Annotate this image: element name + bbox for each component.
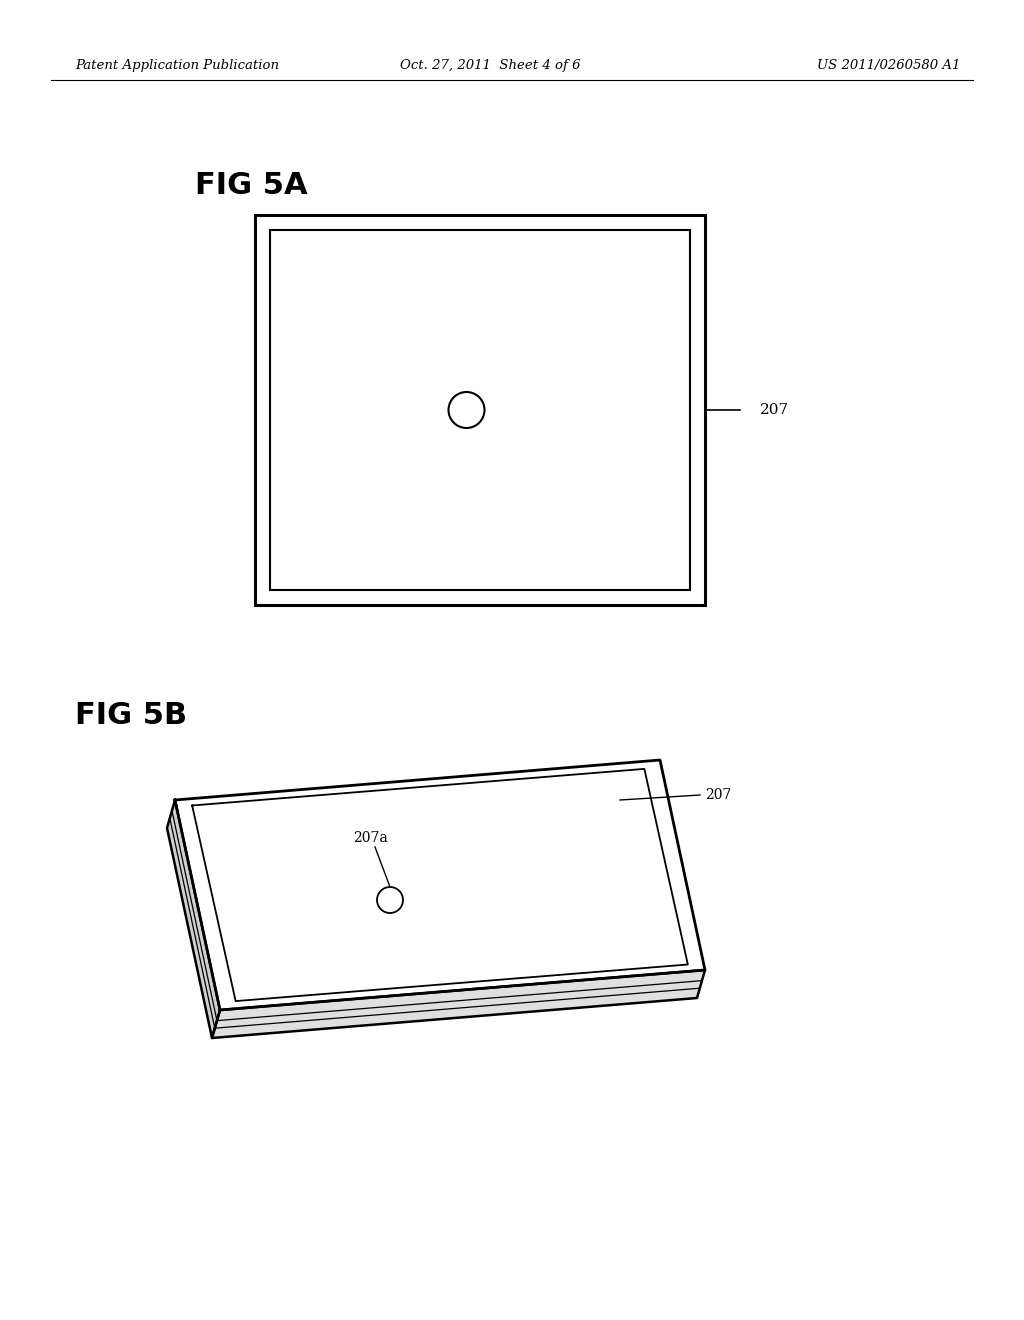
Text: 207a: 207a: [352, 832, 387, 845]
Bar: [270, 230, 690, 590]
Polygon shape: [212, 970, 705, 1038]
Text: Patent Application Publication: Patent Application Publication: [75, 58, 279, 71]
Text: Oct. 27, 2011  Sheet 4 of 6: Oct. 27, 2011 Sheet 4 of 6: [399, 58, 581, 71]
Circle shape: [449, 392, 484, 428]
Text: 207: 207: [760, 403, 790, 417]
Text: 207: 207: [705, 788, 731, 803]
Text: FIG 5A: FIG 5A: [195, 170, 307, 199]
Polygon shape: [167, 800, 220, 1038]
Bar: [255, 215, 705, 605]
Circle shape: [377, 887, 403, 913]
Text: US 2011/0260580 A1: US 2011/0260580 A1: [816, 58, 961, 71]
Polygon shape: [175, 760, 705, 1010]
Text: FIG 5B: FIG 5B: [75, 701, 187, 730]
